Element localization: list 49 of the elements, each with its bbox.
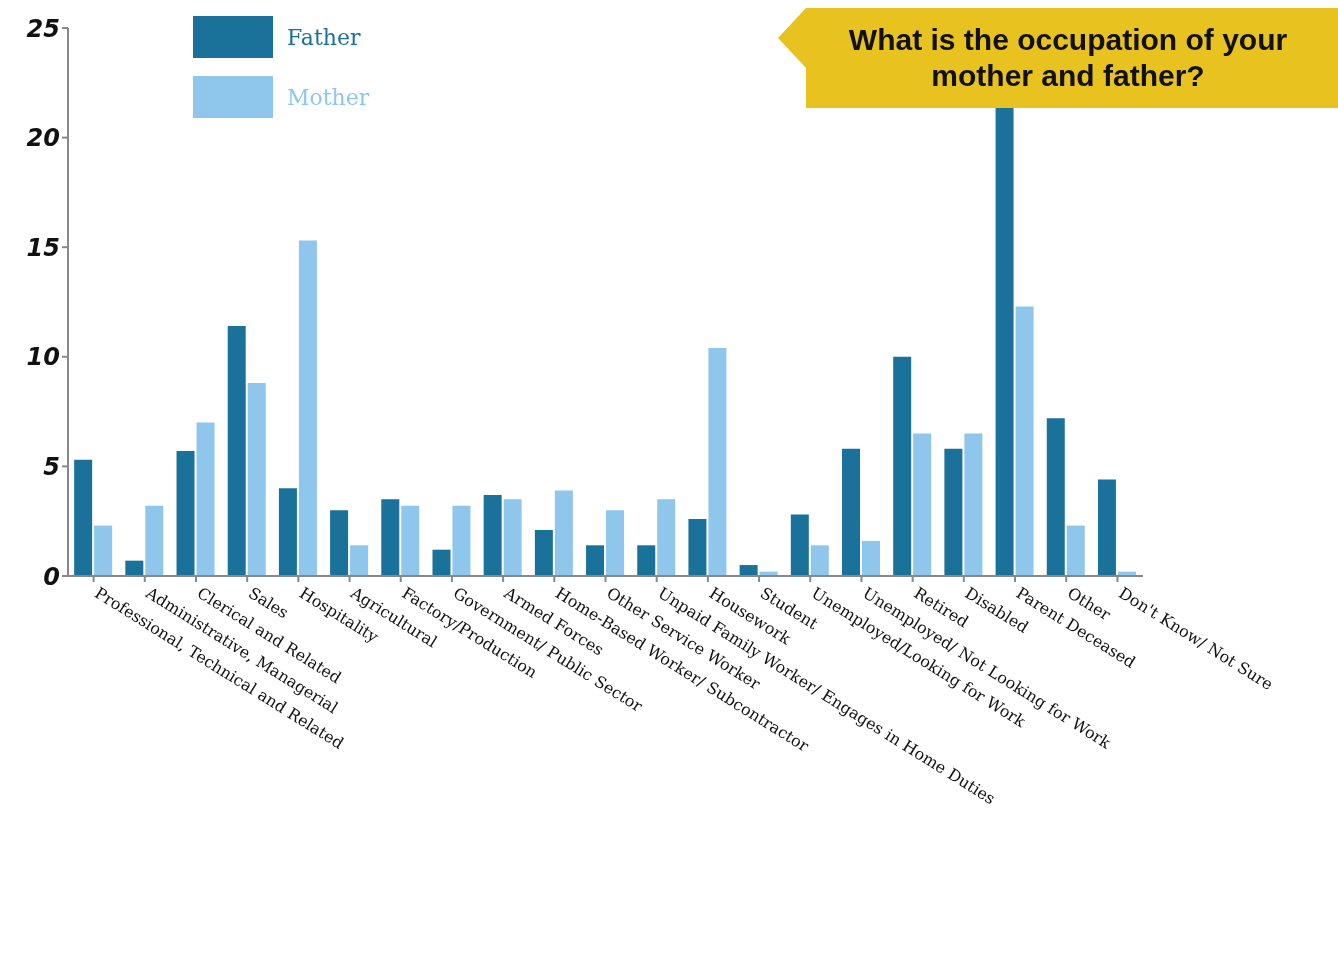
bar [708,348,727,576]
bar [739,565,758,576]
bar [688,519,707,576]
bar [452,505,471,576]
bar [657,499,676,576]
bar [1066,525,1085,576]
bar [330,510,349,576]
bar [196,422,215,576]
bar [1097,479,1116,576]
bar [862,540,880,576]
bar [606,510,625,576]
legend-label: Mother [287,84,370,110]
chart-title: What is the occupation of your mother and father? [847,22,1289,94]
bar [944,448,963,576]
legend-label: Father [287,24,361,50]
bar [381,499,400,576]
bar [790,514,809,576]
y-tick-label: 25 [26,14,60,43]
bar [842,448,860,576]
bar [74,459,93,576]
bar [94,525,113,576]
bar [964,433,983,576]
y-tick-label: 15 [26,233,60,262]
bar [247,383,266,576]
bar [176,451,195,576]
bar [503,499,522,576]
bar [227,326,246,576]
bar [278,488,297,576]
y-tick-label: 0 [43,562,60,591]
y-tick-label: 5 [43,452,60,481]
y-tick-label: 10 [26,343,60,372]
bar [554,490,573,576]
bar [401,505,420,576]
bar [586,545,605,576]
bar [145,505,164,576]
bar [1046,418,1065,576]
bar [125,560,144,576]
bar [432,549,451,576]
bar [810,545,829,576]
bar [350,545,369,576]
y-tick-label: 20 [26,124,60,153]
bar [913,433,932,576]
bar [637,545,656,576]
bar [995,106,1014,576]
bar [298,240,317,576]
bar [1015,306,1034,576]
bar [534,529,553,576]
bar [483,494,502,576]
bar [893,356,912,576]
